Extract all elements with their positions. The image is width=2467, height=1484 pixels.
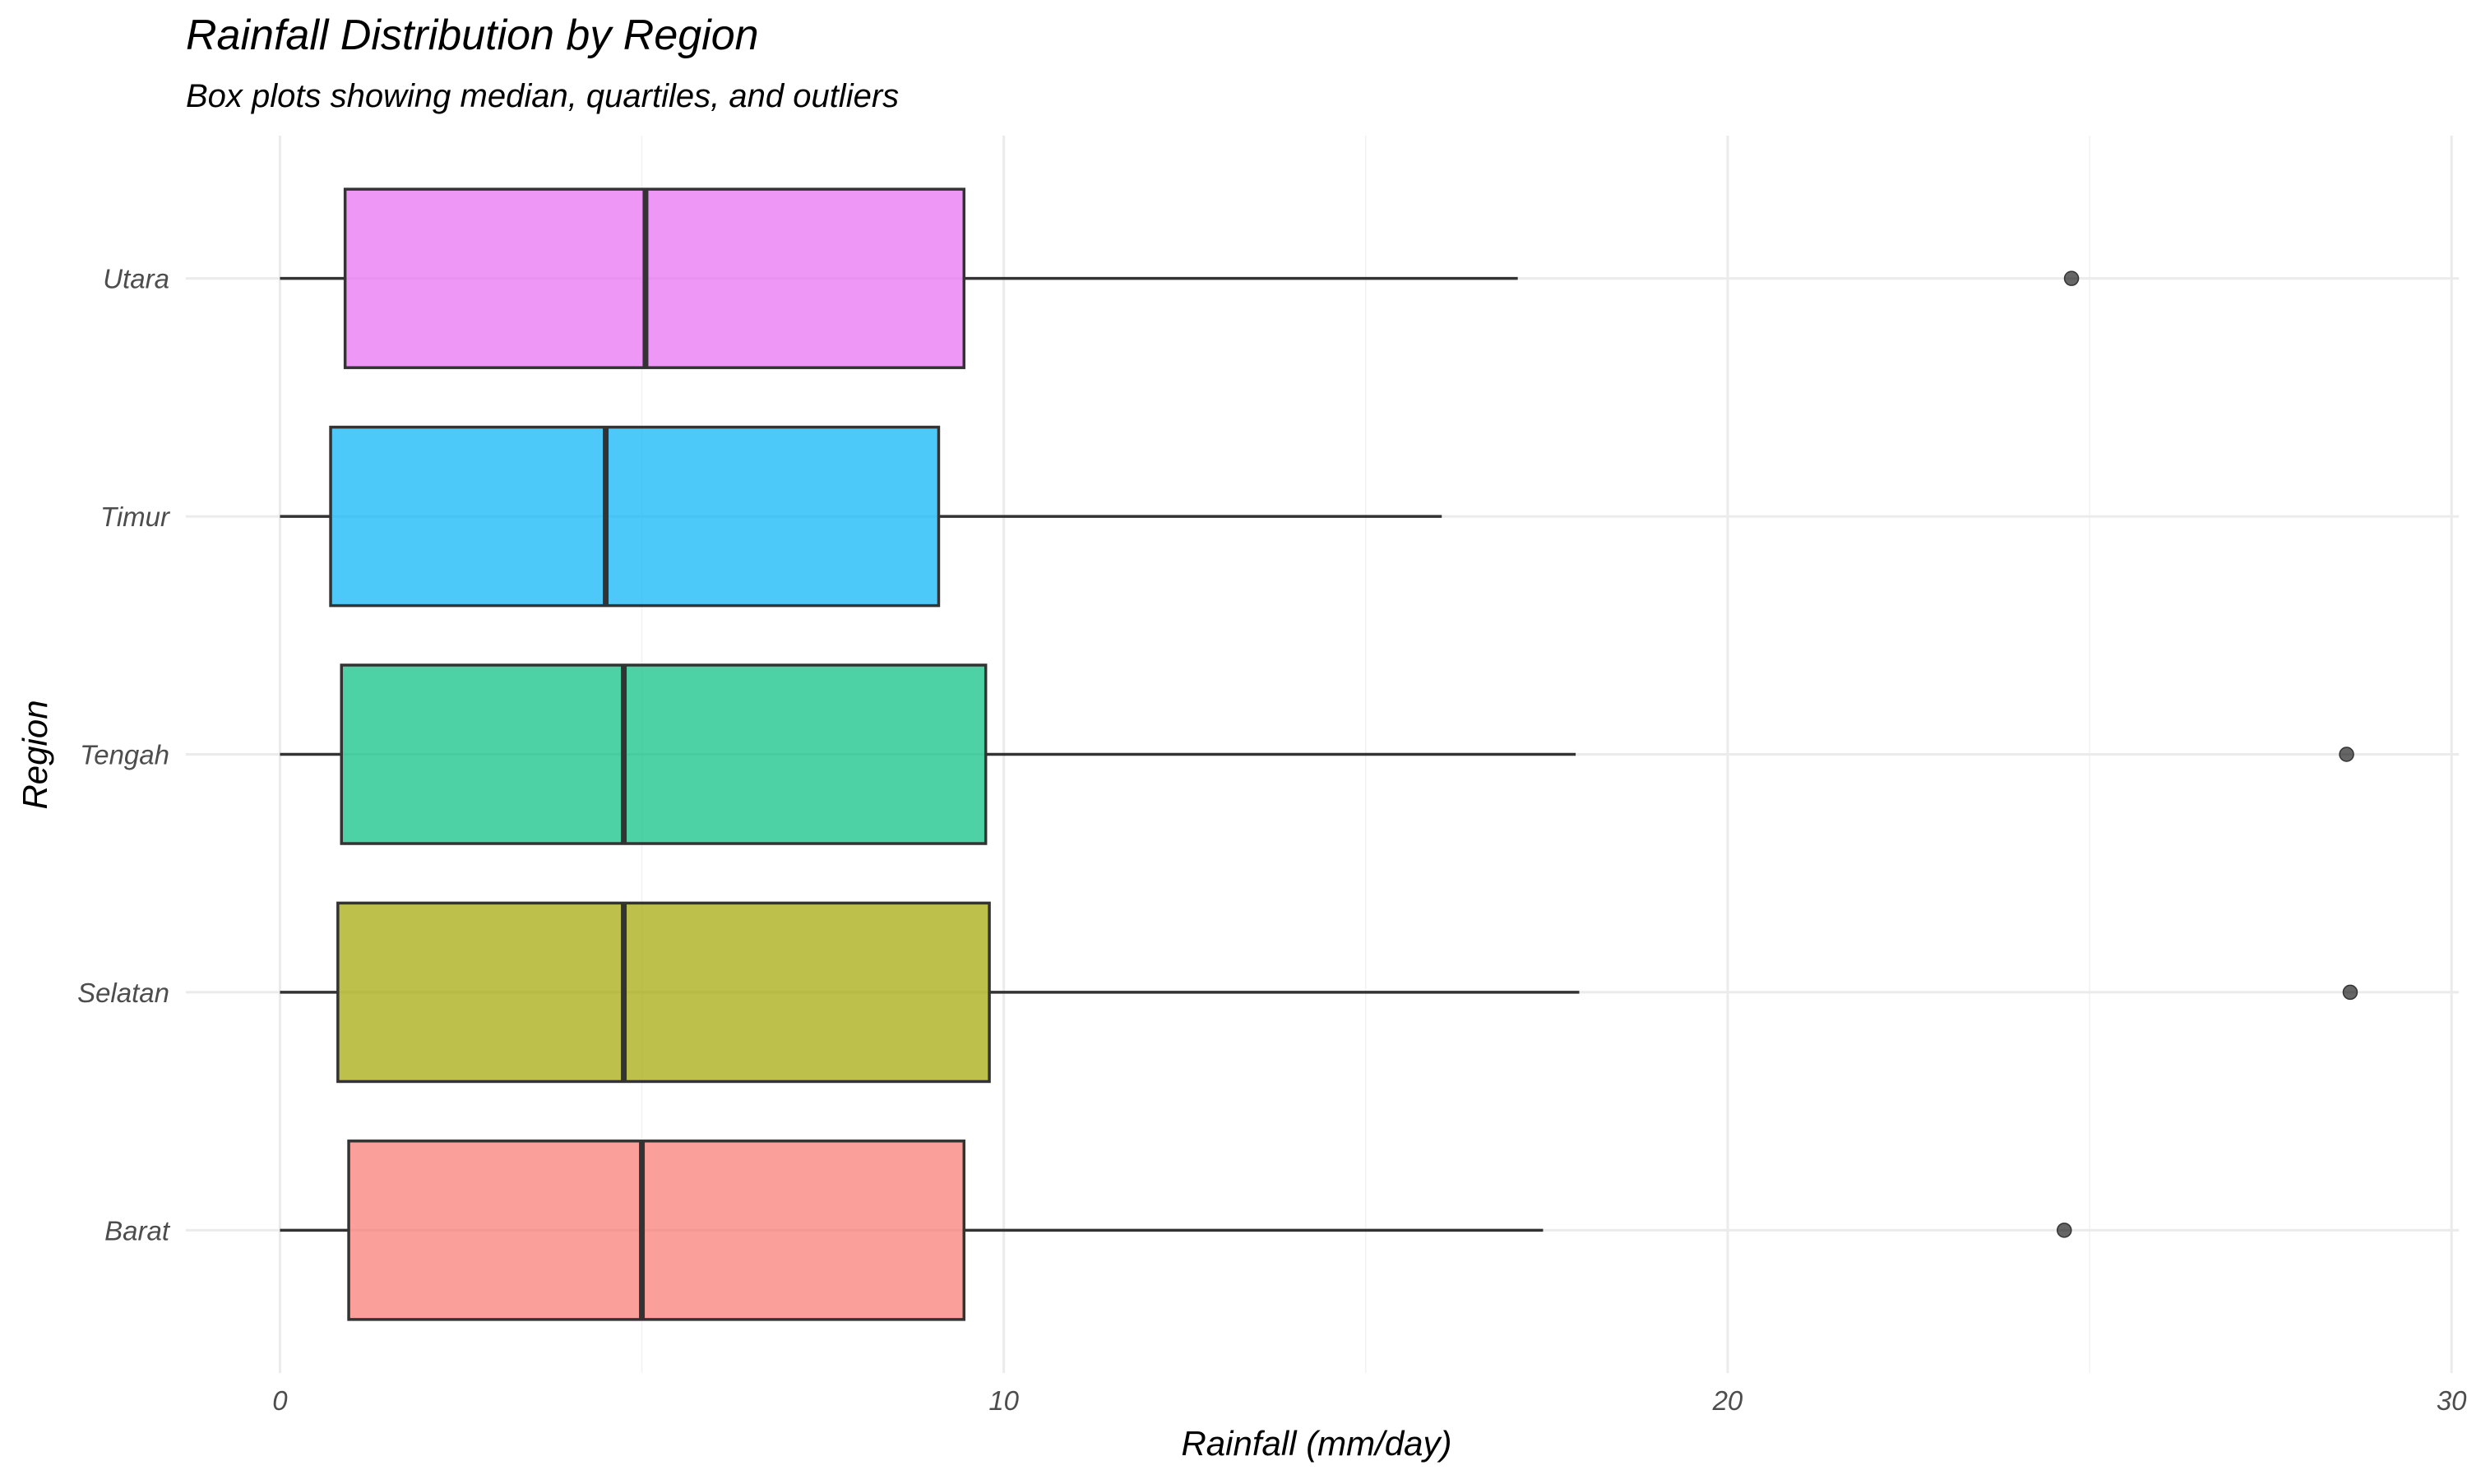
y-axis-title: Region bbox=[16, 700, 54, 809]
outlier-point bbox=[2063, 270, 2080, 286]
y-tick-label: Timur bbox=[100, 502, 171, 532]
box-utara bbox=[280, 187, 2080, 369]
outlier-point bbox=[2342, 984, 2358, 1001]
x-tick-label: 30 bbox=[2437, 1385, 2467, 1416]
box-body bbox=[329, 425, 941, 608]
plot-area bbox=[280, 187, 2358, 1321]
x-tick-label: 0 bbox=[272, 1385, 288, 1416]
box-body bbox=[343, 187, 966, 369]
y-tick-label: Utara bbox=[103, 264, 169, 294]
box-body bbox=[347, 1140, 966, 1321]
box-tengah bbox=[280, 663, 2354, 845]
box-body bbox=[340, 663, 988, 845]
box-timur bbox=[280, 425, 1442, 608]
chart-subtitle: Box plots showing median, quartiles, and… bbox=[186, 78, 899, 114]
chart-title: Rainfall Distribution by Region bbox=[186, 12, 759, 59]
box-selatan bbox=[280, 901, 2358, 1084]
outlier-point bbox=[2339, 747, 2354, 762]
box-barat bbox=[280, 1140, 2072, 1321]
box-body bbox=[336, 901, 991, 1084]
x-axis-title: Rainfall (mm/day) bbox=[1181, 1424, 1451, 1463]
y-tick-label: Tengah bbox=[80, 740, 169, 770]
x-tick-label: 10 bbox=[988, 1385, 1019, 1416]
axis-ticks: 0 10 20 30 Barat Selatan Tengah Timur Utara bbox=[77, 264, 2467, 1416]
y-tick-label: Selatan bbox=[77, 978, 169, 1008]
outlier-point bbox=[2057, 1223, 2072, 1238]
y-tick-label: Barat bbox=[104, 1215, 171, 1246]
x-tick-label: 20 bbox=[1712, 1385, 1743, 1416]
